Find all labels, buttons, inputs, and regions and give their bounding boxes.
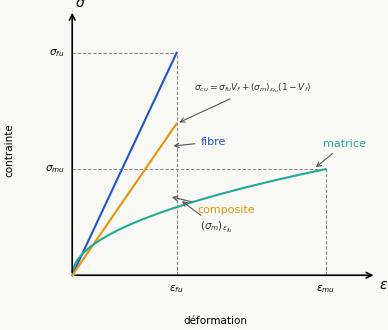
- Text: fibre: fibre: [175, 137, 226, 148]
- Text: $\sigma_{mu}$: $\sigma_{mu}$: [45, 163, 65, 175]
- Text: $\sigma$: $\sigma$: [75, 0, 87, 10]
- Text: $\sigma_{cu} = \sigma_{fu}V_f + (\sigma_m)_{\varepsilon_{fu}}(1-V_f)$: $\sigma_{cu} = \sigma_{fu}V_f + (\sigma_…: [180, 82, 312, 122]
- Text: composite: composite: [173, 196, 255, 215]
- Text: contrainte: contrainte: [4, 123, 14, 177]
- Text: $\varepsilon_{fu}$: $\varepsilon_{fu}$: [169, 283, 184, 295]
- Text: $\varepsilon$: $\varepsilon$: [379, 278, 388, 292]
- Text: $\varepsilon_{mu}$: $\varepsilon_{mu}$: [316, 283, 335, 295]
- Text: matrice: matrice: [317, 139, 365, 167]
- Text: déformation: déformation: [184, 315, 247, 326]
- Text: $(\sigma_m)_{\varepsilon_{fu}}$: $(\sigma_m)_{\varepsilon_{fu}}$: [183, 202, 233, 235]
- Text: $\sigma_{fu}$: $\sigma_{fu}$: [49, 47, 65, 59]
